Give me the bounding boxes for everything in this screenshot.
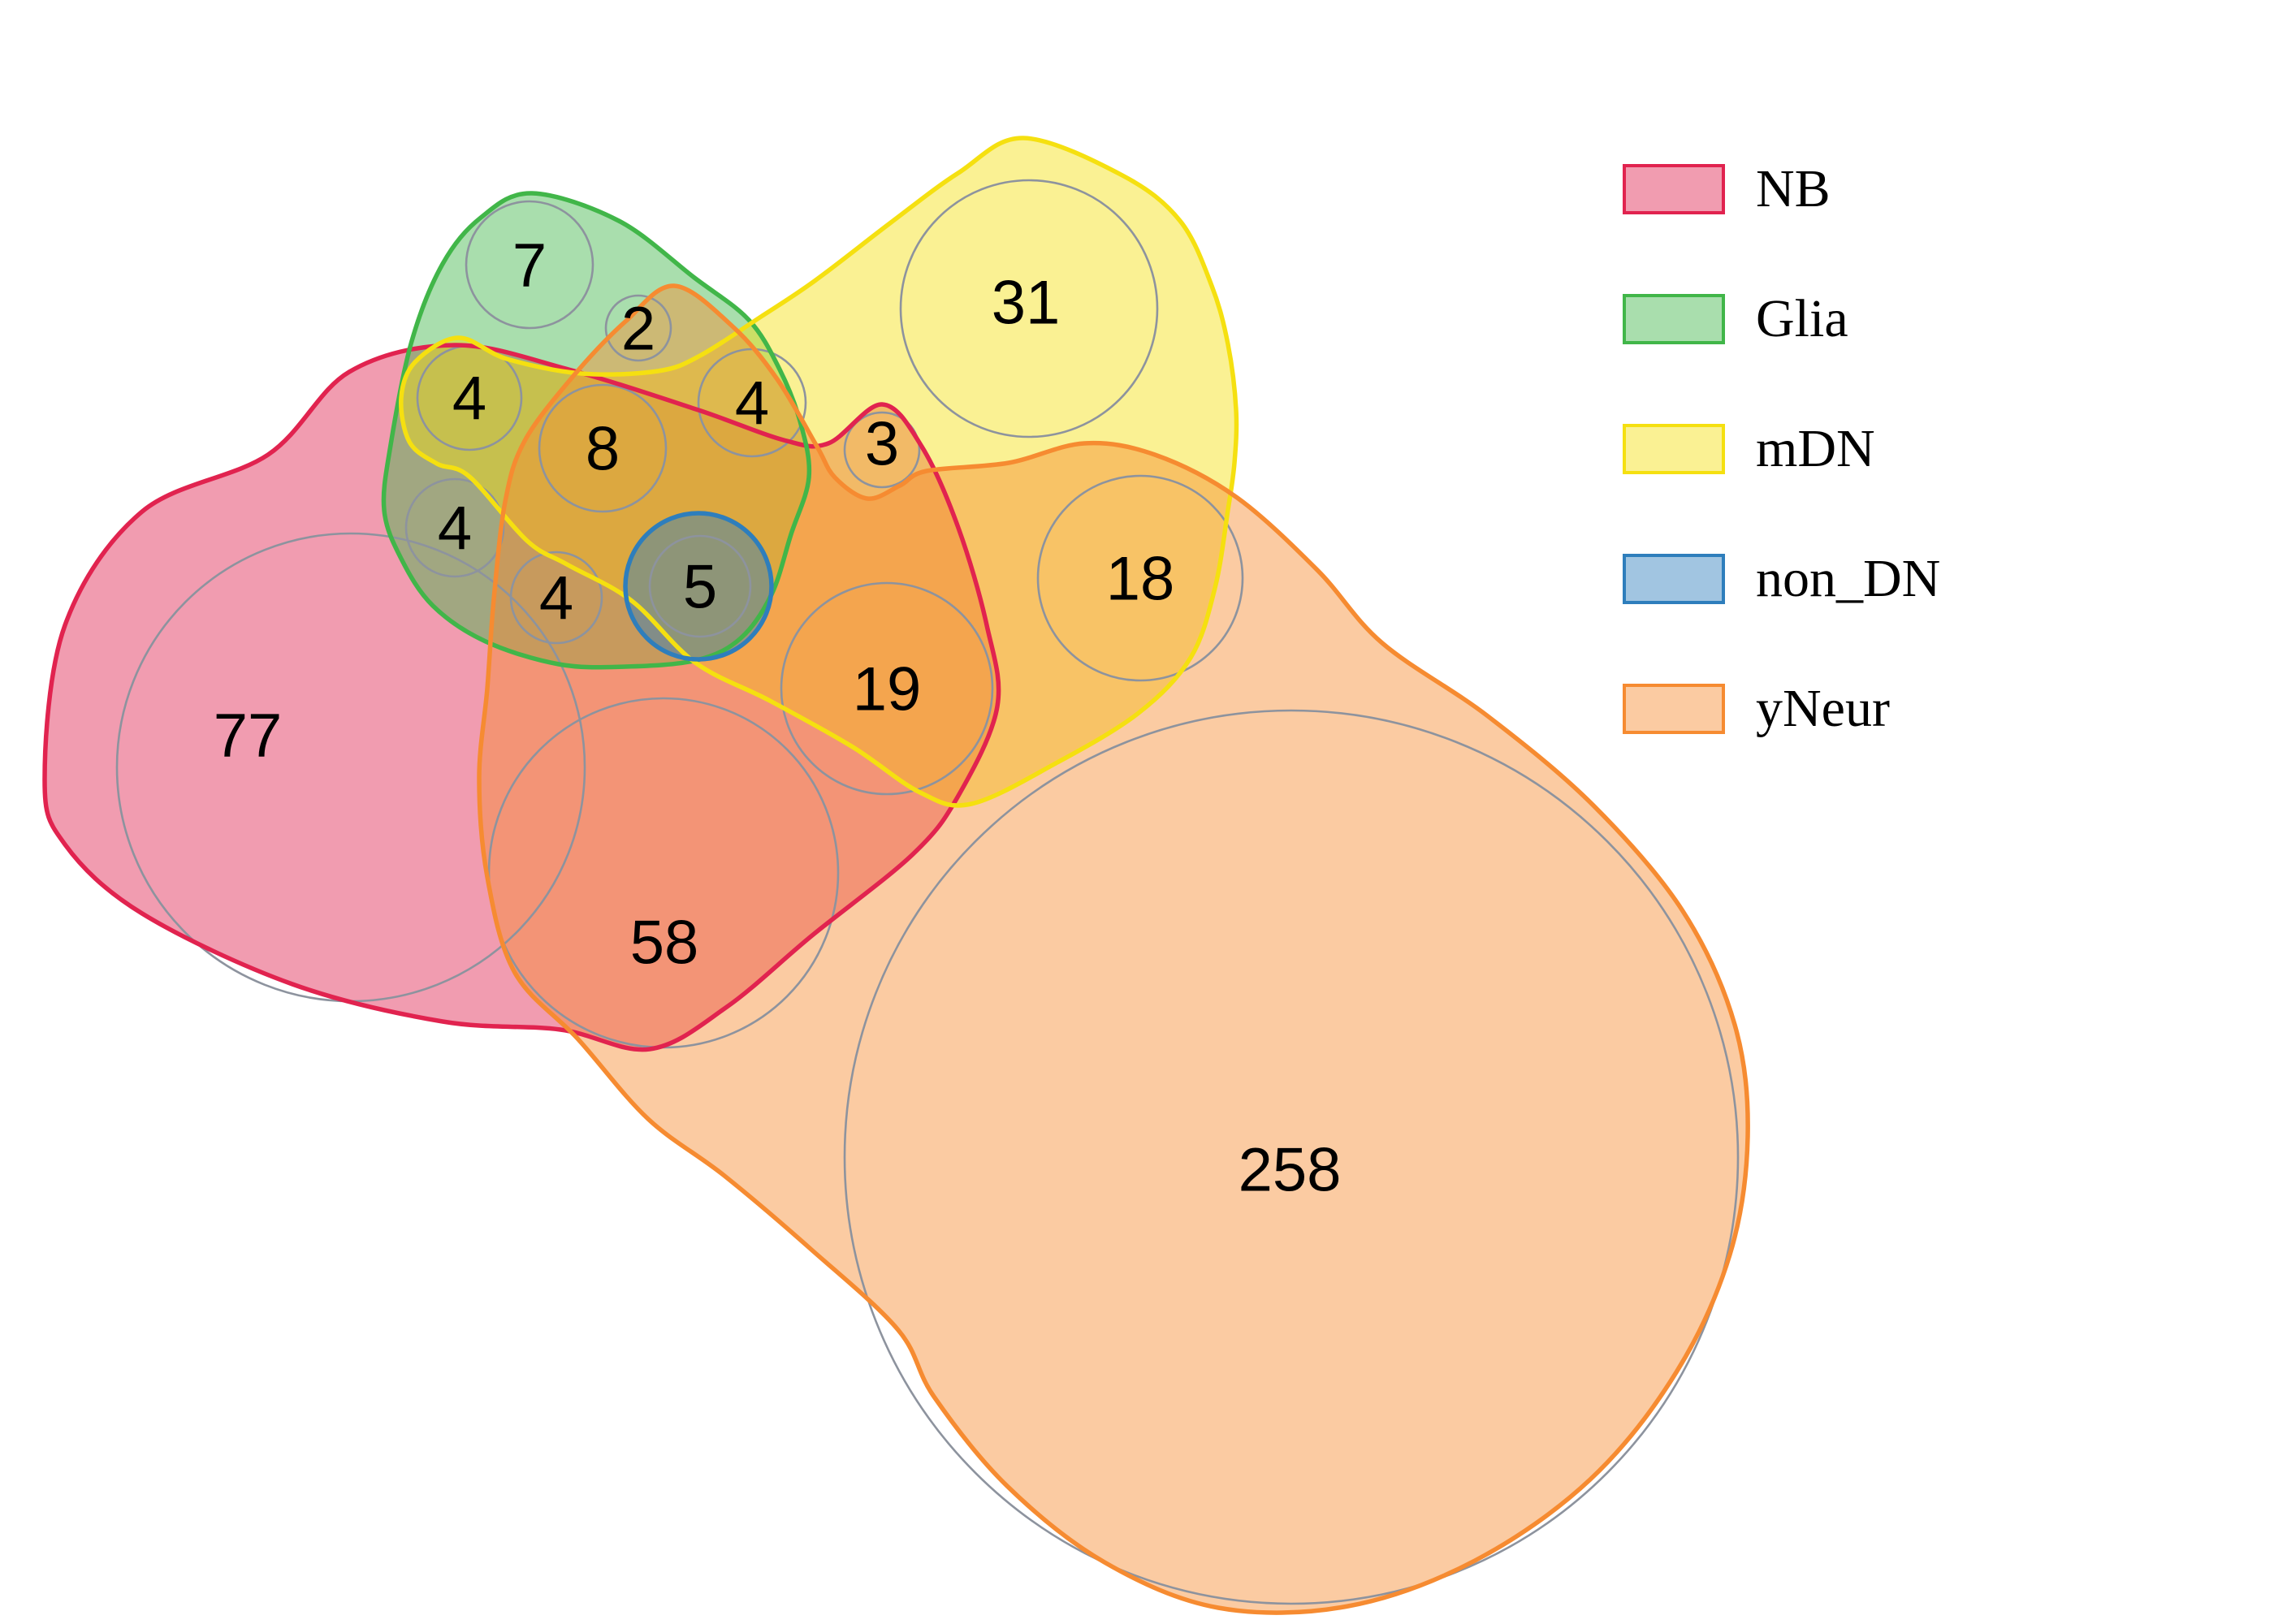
region-circle-8 xyxy=(538,383,668,513)
legend-swatch-Glia xyxy=(1623,294,1725,344)
region-count-77: 77 xyxy=(214,702,283,771)
legend-item-non_DN: non_DN xyxy=(1623,549,1941,608)
set-fill-Glia xyxy=(383,192,810,667)
set-blob-NB xyxy=(42,343,1001,1052)
legend-swatch-mDN xyxy=(1623,424,1725,474)
legend-label-NB: NB xyxy=(1756,159,1831,218)
region-count-4: 4 xyxy=(452,365,486,434)
set-blob-mDN xyxy=(399,136,1239,808)
set-outline-layer xyxy=(42,136,1750,1615)
legend-item-NB: NB xyxy=(1623,159,1831,218)
set-fill-yNeur xyxy=(479,285,1749,1613)
region-circle-layer xyxy=(115,179,1740,1605)
region-count-18: 18 xyxy=(1106,545,1175,614)
region-count-31: 31 xyxy=(992,269,1061,338)
region-count-2: 2 xyxy=(621,295,655,364)
legend-label-non_DN: non_DN xyxy=(1756,549,1941,608)
legend-label-mDN: mDN xyxy=(1756,419,1875,478)
region-circle-5 xyxy=(648,534,752,638)
region-circle-2 xyxy=(604,294,672,362)
region-circle-7 xyxy=(465,200,594,330)
region-count-4: 4 xyxy=(539,564,573,633)
region-count-4: 4 xyxy=(735,369,769,438)
region-label-layer: 7 2 31 4 8 4 3 4 18 4 5 19 77 58 258 xyxy=(214,231,1342,1205)
region-count-19: 19 xyxy=(853,655,922,724)
legend-swatch-NB xyxy=(1623,164,1725,214)
set-fill-mDN xyxy=(400,137,1237,806)
legend-label-Glia: Glia xyxy=(1756,289,1848,348)
set-fill-layer xyxy=(45,137,1749,1613)
set-fill-NB xyxy=(45,344,999,1050)
legend-item-yNeur: yNeur xyxy=(1623,679,1890,738)
region-circle-258 xyxy=(843,709,1740,1605)
legend-swatch-yNeur xyxy=(1623,684,1725,734)
region-circle-4 xyxy=(404,477,505,578)
region-circle-31 xyxy=(899,179,1159,438)
region-count-3: 3 xyxy=(865,410,899,479)
region-count-258: 258 xyxy=(1239,1136,1342,1205)
region-circle-18 xyxy=(1036,474,1244,682)
legend-item-Glia: Glia xyxy=(1623,289,1848,348)
legend-swatch-non_DN xyxy=(1623,554,1725,604)
region-count-7: 7 xyxy=(512,231,547,300)
legend-item-mDN: mDN xyxy=(1623,419,1875,478)
region-count-8: 8 xyxy=(586,415,620,484)
region-count-5: 5 xyxy=(683,553,717,622)
region-count-58: 58 xyxy=(630,909,699,978)
set-blob-non_DN xyxy=(623,511,774,662)
region-circle-19 xyxy=(780,581,994,796)
legend-label-yNeur: yNeur xyxy=(1756,679,1890,738)
region-circle-3 xyxy=(843,411,921,489)
region-count-4: 4 xyxy=(438,495,472,564)
set-blob-yNeur xyxy=(477,283,1750,1615)
